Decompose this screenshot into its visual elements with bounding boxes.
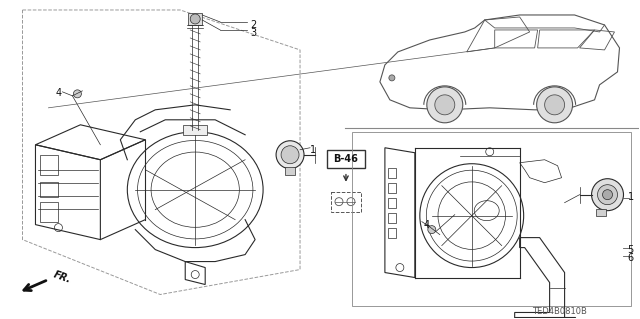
- Bar: [388, 183, 396, 193]
- Bar: [388, 198, 396, 208]
- Text: B-46: B-46: [333, 154, 358, 164]
- Bar: [352, 132, 632, 307]
- Circle shape: [428, 226, 436, 234]
- Circle shape: [74, 90, 81, 98]
- Text: 1: 1: [627, 192, 634, 202]
- Text: TED4B0810B: TED4B0810B: [532, 308, 587, 316]
- Text: 5: 5: [627, 245, 634, 255]
- Text: FR.: FR.: [52, 270, 73, 285]
- Circle shape: [190, 14, 200, 24]
- Bar: [515, 317, 575, 319]
- Text: 4: 4: [424, 220, 430, 230]
- Text: 4: 4: [56, 88, 61, 98]
- Bar: [388, 168, 396, 178]
- Text: 1: 1: [310, 145, 316, 155]
- Text: 2: 2: [250, 20, 257, 30]
- Bar: [327, 150, 365, 168]
- Bar: [331, 192, 361, 211]
- Bar: [388, 228, 396, 238]
- Circle shape: [281, 146, 299, 164]
- Circle shape: [536, 87, 573, 123]
- Text: 3: 3: [250, 28, 256, 38]
- Circle shape: [591, 179, 623, 211]
- Text: 6: 6: [627, 253, 634, 263]
- Bar: [40, 182, 58, 197]
- Bar: [188, 13, 202, 25]
- Circle shape: [389, 75, 395, 81]
- Circle shape: [598, 185, 618, 205]
- Circle shape: [602, 190, 612, 200]
- Circle shape: [427, 87, 463, 123]
- Bar: [596, 209, 605, 216]
- Bar: [285, 167, 295, 175]
- Circle shape: [276, 141, 304, 169]
- Bar: [183, 125, 207, 135]
- Bar: [40, 202, 58, 222]
- Circle shape: [545, 95, 564, 115]
- Bar: [388, 213, 396, 223]
- Circle shape: [435, 95, 455, 115]
- Bar: [40, 155, 58, 175]
